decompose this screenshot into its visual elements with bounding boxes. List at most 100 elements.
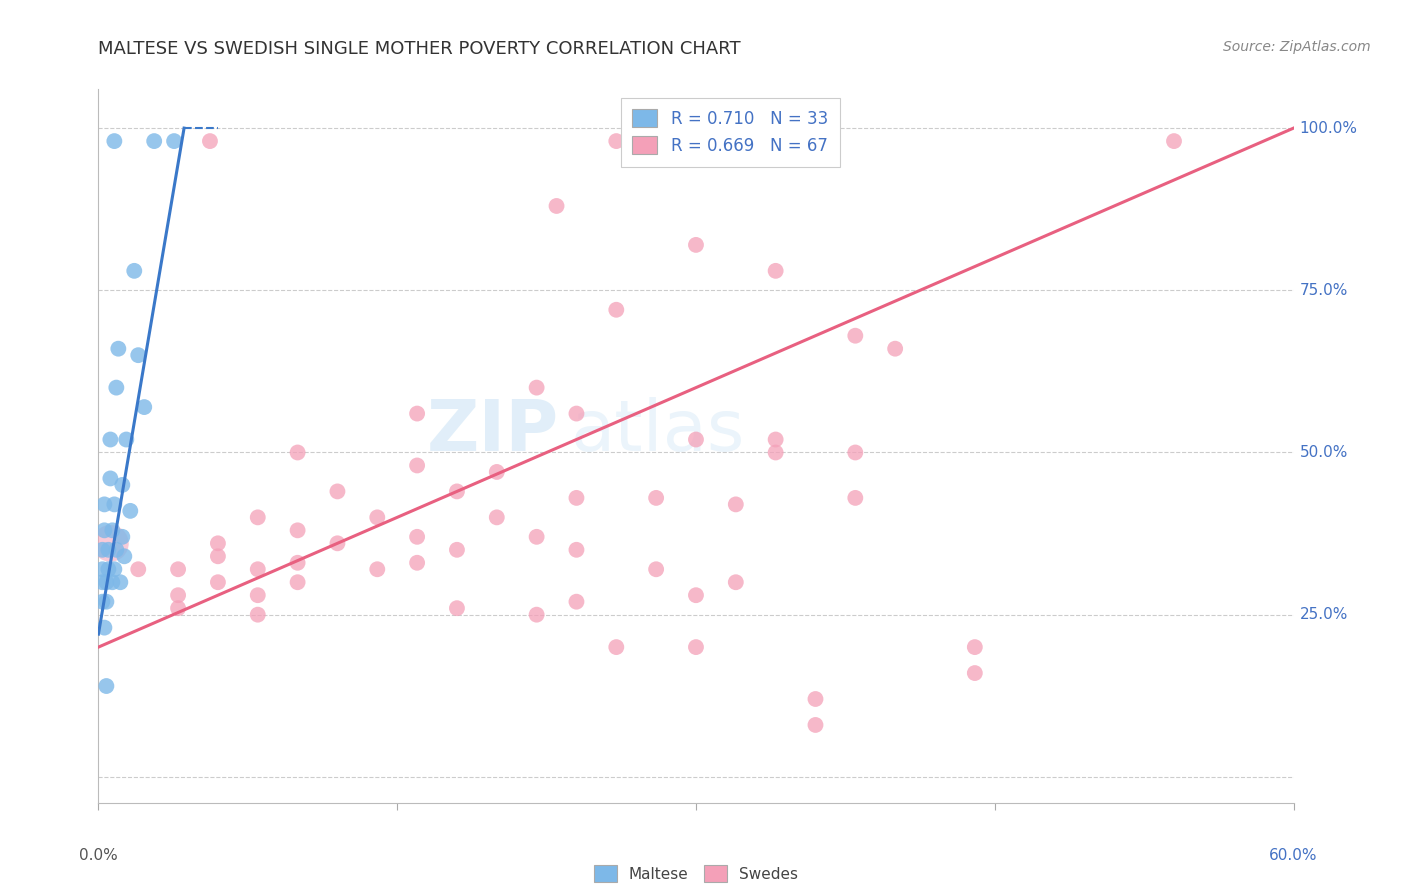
Point [287,445,309,459]
Point [406,556,429,570]
Point [685,588,707,602]
Point [111,530,134,544]
Point [446,542,468,557]
Point [105,381,128,395]
Point [645,491,668,505]
Text: atlas: atlas [571,397,745,467]
Point [107,342,129,356]
Point [163,134,186,148]
Point [844,491,866,505]
Point [605,134,627,148]
Point [526,530,548,544]
Point [207,536,229,550]
Point [93,524,115,538]
Point [326,536,349,550]
Point [804,692,827,706]
Point [326,484,349,499]
Point [246,588,269,602]
Point [526,607,548,622]
Point [765,264,787,278]
Point [287,524,309,538]
Point [167,588,190,602]
Point [127,562,149,576]
Text: Source: ZipAtlas.com: Source: ZipAtlas.com [1223,40,1371,54]
Point [485,510,508,524]
Point [207,575,229,590]
Text: 60.0%: 60.0% [1270,848,1317,863]
Point [287,556,309,570]
Point [93,497,115,511]
Point [765,445,787,459]
Point [565,595,588,609]
Point [645,562,668,576]
Point [167,601,190,615]
Point [605,302,627,317]
Point [103,562,125,576]
Point [366,562,388,576]
Point [91,542,114,557]
Text: 25.0%: 25.0% [1299,607,1348,622]
Point [96,679,118,693]
Point [103,497,125,511]
Point [96,575,118,590]
Point [91,575,114,590]
Point [526,381,548,395]
Point [565,407,588,421]
Point [406,407,429,421]
Point [724,575,747,590]
Point [366,510,388,524]
Point [198,134,221,148]
Point [105,542,128,557]
Point [406,458,429,473]
Point [112,549,135,564]
Point [120,504,142,518]
Point [1163,134,1185,148]
Point [98,433,122,447]
Text: 75.0%: 75.0% [1299,283,1348,298]
Point [844,445,866,459]
Point [485,465,508,479]
Point [446,484,468,499]
Point [167,562,190,576]
Text: 100.0%: 100.0% [1299,120,1358,136]
Point [446,601,468,615]
Point [97,542,120,557]
Point [406,530,429,544]
Point [134,400,156,414]
Point [246,510,269,524]
Point [103,134,125,148]
Point [98,471,122,485]
Point [765,433,787,447]
Text: 50.0%: 50.0% [1299,445,1348,460]
Point [963,640,986,654]
Point [287,575,309,590]
Point [884,342,907,356]
Point [246,607,269,622]
Point [685,238,707,252]
Point [605,640,627,654]
Point [110,575,132,590]
Point [127,348,149,362]
Point [565,542,588,557]
Point [246,562,269,576]
Point [565,491,588,505]
Text: ZIP: ZIP [426,397,558,467]
Point [115,433,138,447]
Point [97,562,120,576]
Text: 0.0%: 0.0% [79,848,118,863]
Text: MALTESE VS SWEDISH SINGLE MOTHER POVERTY CORRELATION CHART: MALTESE VS SWEDISH SINGLE MOTHER POVERTY… [98,40,741,58]
Point [101,575,124,590]
Legend: Maltese, Swedes: Maltese, Swedes [588,859,804,888]
Point [124,264,146,278]
Point [91,595,114,609]
Point [91,562,114,576]
Point [804,134,827,148]
Point [96,595,118,609]
Point [685,433,707,447]
Point [207,549,229,564]
Point [111,478,134,492]
Point [93,621,115,635]
Point [804,718,827,732]
Point [546,199,568,213]
Point [101,524,124,538]
